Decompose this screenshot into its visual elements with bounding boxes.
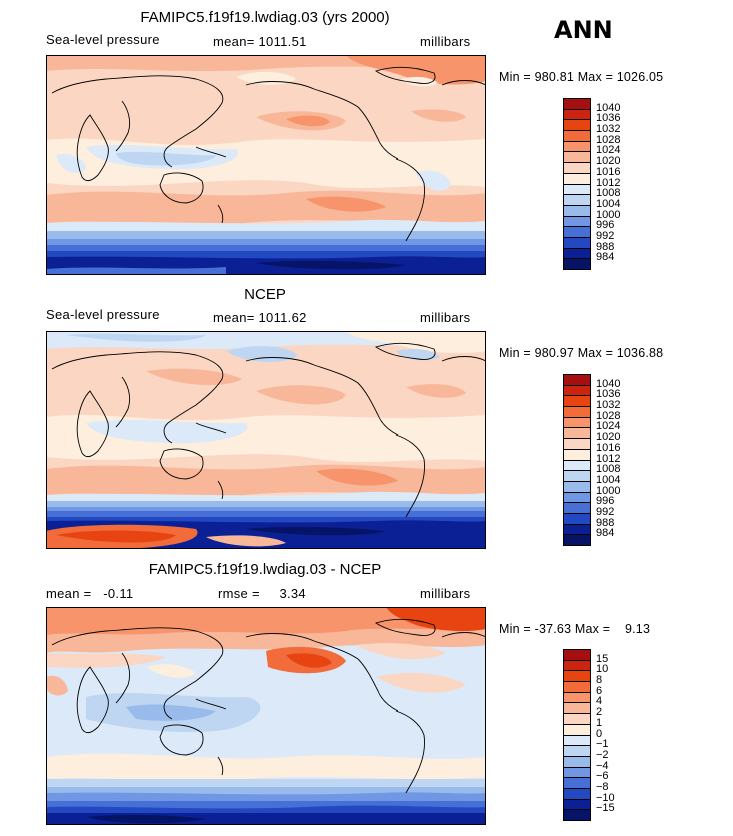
- colorbar-tick-label: 1028: [596, 133, 621, 146]
- units-label: millibars: [420, 586, 471, 601]
- map-diff: [46, 607, 486, 825]
- units-label: millibars: [420, 310, 471, 325]
- africa-low: [56, 153, 86, 173]
- colorbar-tick-label: −2: [596, 748, 609, 761]
- panel-title: FAMIPC5.f19f19.lwdiag.03 (yrs 2000): [140, 9, 390, 26]
- antarctic-plateau: [46, 267, 226, 275]
- colorbar-tick-label: −6: [596, 770, 609, 783]
- colorbar-swatch: [563, 809, 591, 821]
- sh-trough-1: [46, 231, 486, 241]
- s-america-low: [416, 170, 451, 191]
- sh-high-belt: [46, 190, 486, 226]
- colorbar-tick-label: 1032: [596, 399, 621, 412]
- colorbar-tick-label: −8: [596, 780, 609, 793]
- variable-label: Sea-level pressure: [46, 32, 160, 47]
- colorbar-tick-label: 1000: [596, 208, 621, 221]
- colorbar-tick-label: 1028: [596, 409, 621, 422]
- colorbar-tick-label: −4: [596, 759, 609, 772]
- minmax-label: Min = 980.97 Max = 1036.88: [499, 346, 664, 360]
- n-pacific-high-core: [286, 115, 330, 127]
- colorbar-tick-label: 1032: [596, 123, 621, 136]
- colorbar-tick-label: 1040: [596, 377, 621, 390]
- colorbar-tick-label: 1036: [596, 112, 621, 125]
- colorbar-tick-label: 1020: [596, 431, 621, 444]
- minmax-label: Min = -37.63 Max = 9.13: [499, 622, 651, 636]
- colorbar-tick-label: 1016: [596, 441, 621, 454]
- map-obs: [46, 331, 486, 549]
- colorbar-tick-label: 1040: [596, 101, 621, 114]
- colorbar-tick-label: 0: [596, 727, 603, 740]
- colorbar-tick-label: 984: [596, 251, 615, 264]
- colorbar-tick-label: 1012: [596, 452, 621, 465]
- colorbar-tick-label: 1000: [596, 484, 621, 497]
- colorbar-tick-label: 1008: [596, 463, 621, 476]
- colorbar-tick-label: 996: [596, 495, 615, 508]
- rmse-label: rmse = 3.34: [218, 586, 306, 601]
- colorbar-tick-label: 988: [596, 516, 615, 529]
- mean-label: mean = -0.11: [46, 586, 134, 601]
- colorbar-swatch: [563, 534, 591, 546]
- icelandic-low: [401, 76, 438, 87]
- mean-label: mean= 1011.51: [213, 34, 307, 49]
- colorbar-tick-label: 15: [596, 652, 609, 665]
- colorbar-tick-label: 1024: [596, 144, 621, 157]
- colorbar-tick-label: 1036: [596, 388, 621, 401]
- panel-title: FAMIPC5.f19f19.lwdiag.03 - NCEP: [148, 561, 382, 578]
- colorbar-swatch: [563, 258, 591, 270]
- colorbar-tick-label: −1: [596, 738, 609, 751]
- colorbar-tick-label: 1: [596, 716, 603, 729]
- season-label: ANN: [554, 16, 613, 44]
- minmax-label: Min = 980.81 Max = 1026.05: [499, 70, 664, 84]
- s-pacific-high: [306, 196, 386, 212]
- colorbar-tick-label: 1008: [596, 187, 621, 200]
- colorbar-tick-label: 10: [596, 663, 609, 676]
- colorbar-tick-label: 1012: [596, 176, 621, 189]
- siberian-high: [346, 55, 486, 85]
- colorbar-tick-label: 2: [596, 706, 603, 719]
- mean-label: mean= 1011.62: [213, 310, 307, 325]
- coastlines: [51, 66, 486, 242]
- colorbar-tick-label: 1004: [596, 473, 621, 486]
- colorbar-tick-label: 996: [596, 219, 615, 232]
- colorbar-tick-label: 4: [596, 695, 603, 708]
- colorbar-tick-label: 6: [596, 684, 603, 697]
- colorbar-tick-label: 992: [596, 505, 615, 518]
- sh-trough-core: [256, 260, 406, 270]
- units-label: millibars: [420, 34, 471, 49]
- colorbar-tick-label: 1024: [596, 420, 621, 433]
- warm-pool: [116, 151, 216, 166]
- sh-transition: [46, 219, 486, 233]
- colorbar-tick-label: 1016: [596, 165, 621, 178]
- variable-label: Sea-level pressure: [46, 307, 160, 322]
- colorbar-tick-label: 8: [596, 674, 603, 687]
- colorbar-tick-label: 1020: [596, 155, 621, 168]
- colorbar-tick-label: 988: [596, 240, 615, 253]
- colorbar-tick-label: −10: [596, 791, 615, 804]
- colorbar-tick-label: 992: [596, 229, 615, 242]
- colorbar-tick-label: 1004: [596, 197, 621, 210]
- colorbar-tick-label: −15: [596, 802, 615, 815]
- azores-high: [411, 109, 466, 122]
- panel-title: NCEP: [244, 286, 286, 303]
- colorbar-tick-label: 984: [596, 527, 615, 540]
- map-model: [46, 55, 486, 275]
